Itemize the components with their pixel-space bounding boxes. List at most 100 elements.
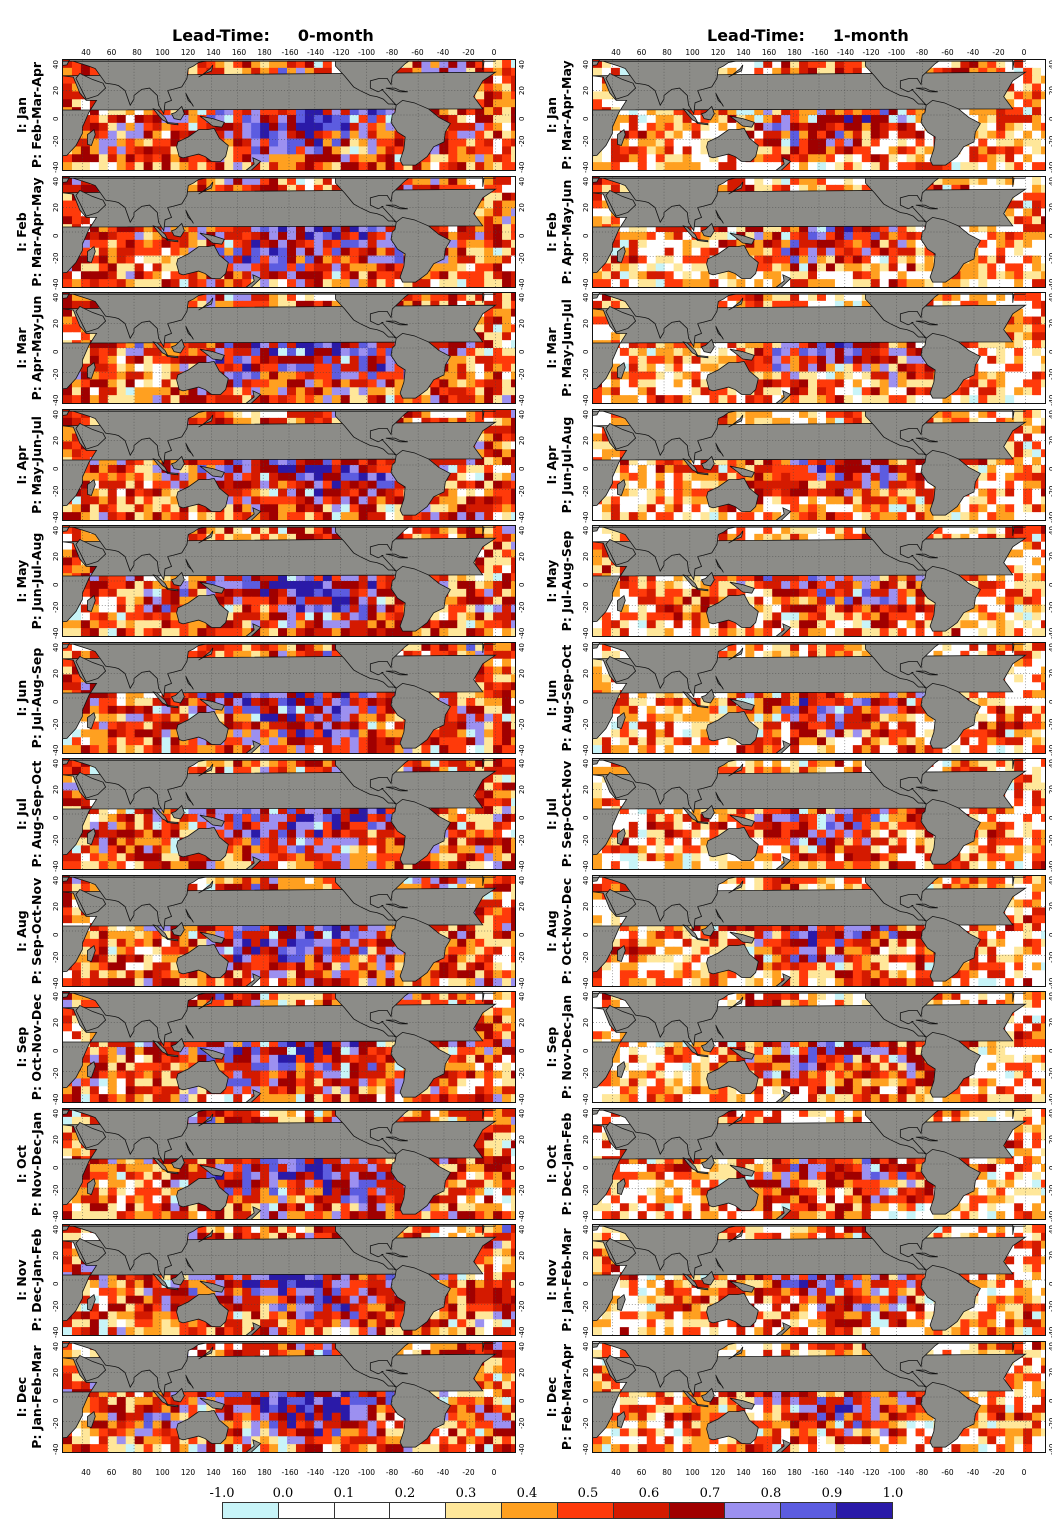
skill-cell	[511, 176, 515, 185]
skill-cell	[430, 278, 440, 287]
skill-cell	[691, 130, 702, 140]
skill-cell	[116, 371, 127, 381]
skill-cell	[358, 387, 369, 396]
skill-cell	[233, 231, 243, 240]
skill-cell	[852, 387, 863, 396]
skill-cell	[63, 332, 73, 341]
skill-cell	[161, 270, 172, 280]
skill-cell	[1023, 75, 1033, 85]
landmass	[63, 176, 496, 187]
skill-cell	[295, 255, 306, 264]
skill-cell	[763, 146, 773, 155]
initial-month-label: I: Feb	[14, 211, 29, 252]
skill-cell	[448, 262, 458, 272]
landmass	[170, 338, 185, 354]
skill-cell	[808, 231, 818, 240]
skill-cell	[349, 355, 360, 365]
skill-cell	[287, 293, 297, 302]
skill-cell	[511, 231, 515, 240]
skill-cell	[224, 115, 234, 124]
skill-cell	[637, 348, 648, 357]
skill-cell	[511, 138, 515, 148]
skill-cell	[89, 262, 100, 272]
skill-cell	[269, 387, 279, 396]
landmass	[728, 181, 744, 194]
skill-cell	[825, 115, 836, 124]
skill-cell	[152, 379, 163, 388]
skill-cell	[98, 348, 109, 357]
skill-cell	[421, 300, 431, 310]
skill-cell	[1014, 107, 1024, 116]
skill-cell	[915, 387, 926, 396]
skill-cell	[745, 60, 755, 69]
skill-cell	[1014, 83, 1024, 93]
lon-tick-label: -140	[836, 1468, 855, 1477]
skill-cell	[143, 115, 154, 124]
skill-cell	[852, 278, 863, 287]
skill-cell	[170, 247, 181, 256]
skill-cell	[313, 162, 324, 170]
landmass	[199, 232, 225, 245]
lon-tick-label: 80	[662, 48, 672, 57]
skill-cell	[1041, 122, 1045, 132]
skill-cell	[942, 60, 953, 69]
skill-cell	[754, 395, 764, 403]
skill-cell	[763, 340, 773, 349]
skill-cell	[511, 60, 515, 69]
skill-cell	[1005, 324, 1015, 333]
skill-cell	[843, 387, 854, 396]
lon-tick-label: -140	[306, 48, 325, 57]
skill-cell	[484, 130, 494, 140]
landmass	[775, 157, 792, 170]
skill-cell	[322, 278, 333, 287]
skill-cell	[870, 262, 881, 272]
skill-cell	[278, 60, 288, 69]
skill-cell	[1041, 300, 1045, 310]
skill-cell	[655, 231, 666, 240]
skill-cell	[358, 239, 369, 248]
skill-cell	[502, 395, 512, 403]
skill-cell	[763, 60, 773, 69]
skill-cell	[808, 138, 818, 148]
lon-tick-label: 180	[787, 1468, 802, 1477]
landmass	[385, 320, 408, 326]
skill-cell	[960, 270, 970, 280]
skill-cell	[772, 176, 782, 185]
skill-cell	[358, 122, 369, 132]
skill-cell	[772, 387, 782, 396]
skill-cell	[897, 355, 908, 365]
skill-cell	[251, 122, 261, 132]
skill-cell	[843, 184, 854, 193]
skill-cell	[475, 262, 485, 272]
skill-cell	[349, 395, 360, 403]
skill-cell	[870, 231, 881, 240]
skill-cell	[978, 300, 988, 310]
skill-cell	[475, 138, 485, 148]
skill-cell	[233, 371, 243, 381]
skill-cell	[888, 371, 899, 381]
map-svg	[63, 60, 515, 170]
landmass	[700, 105, 715, 121]
skill-cell	[107, 231, 118, 240]
skill-cell	[152, 278, 163, 287]
skill-cell	[718, 115, 729, 124]
skill-cell	[610, 371, 621, 381]
landmass	[199, 348, 225, 361]
skill-cell	[269, 348, 279, 357]
skill-cell	[493, 255, 503, 264]
skill-cell	[601, 60, 612, 69]
skill-cell	[1023, 293, 1033, 302]
skill-cell	[80, 270, 91, 280]
skill-cell	[143, 395, 154, 403]
skill-cell	[1041, 75, 1045, 85]
skill-cell	[295, 130, 306, 140]
skill-cell	[349, 223, 360, 233]
skill-cell	[484, 348, 494, 357]
skill-cell	[593, 387, 603, 396]
skill-cell	[897, 115, 908, 124]
skill-cell	[987, 379, 997, 388]
skill-cell	[502, 122, 512, 132]
skill-cell	[98, 262, 109, 272]
skill-cell	[376, 239, 387, 248]
skill-cell	[304, 67, 315, 77]
